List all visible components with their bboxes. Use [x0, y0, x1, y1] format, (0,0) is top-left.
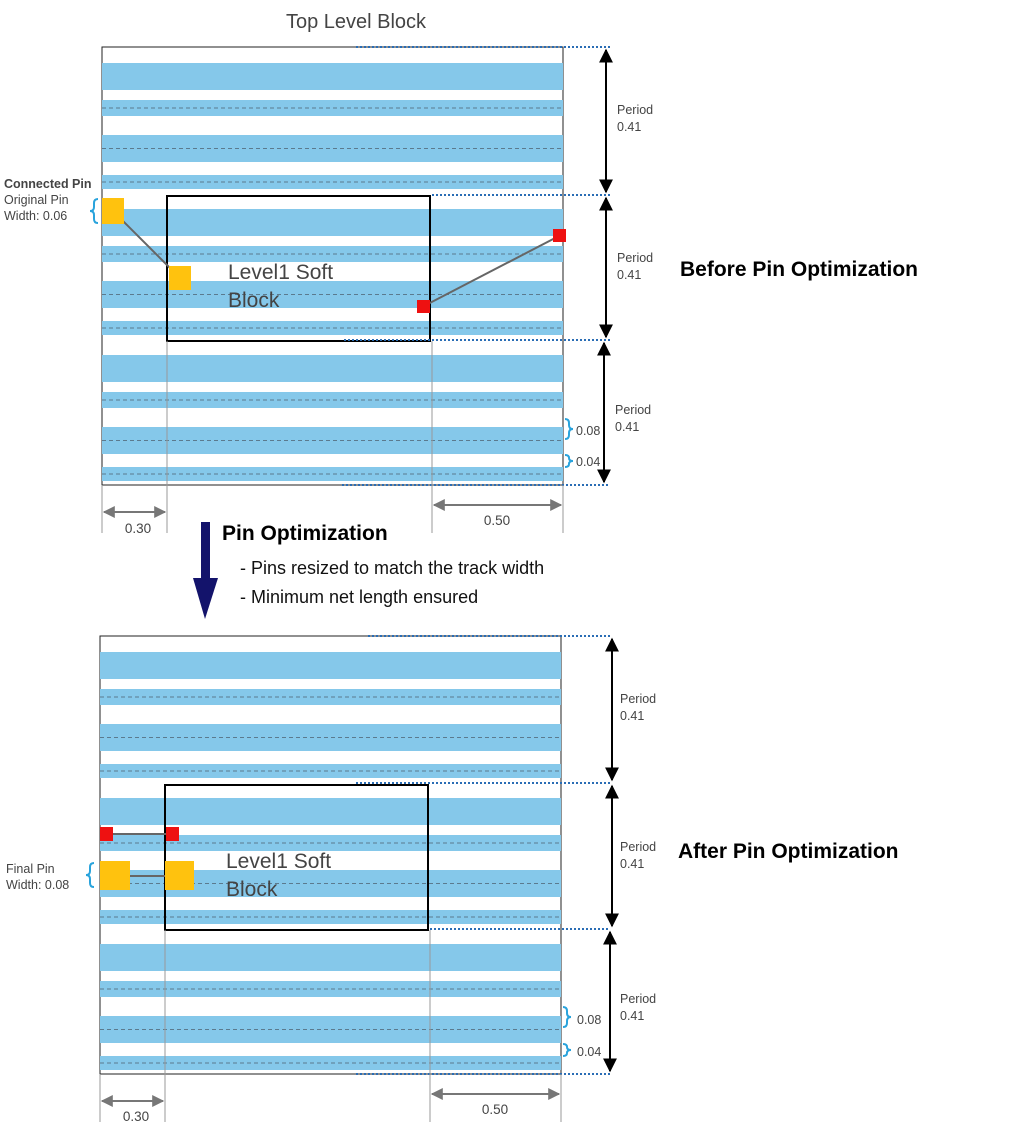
- soft-block-pin: [165, 861, 194, 890]
- track-width-brace: [564, 418, 574, 440]
- track-width-label-narrow: 0.04: [577, 1045, 601, 1059]
- routing-track: [100, 1016, 561, 1043]
- dimension-label-right: 0.50: [484, 513, 510, 528]
- track-width-label-narrow: 0.04: [576, 455, 600, 469]
- connected-pin: [553, 229, 566, 242]
- dimension-label-left: 0.30: [125, 521, 151, 536]
- dimension-label-right: 0.50: [482, 1102, 508, 1117]
- period-label-word: Period: [617, 103, 653, 117]
- track-width-brace: [564, 454, 574, 468]
- routing-track: [102, 209, 563, 236]
- routing-track: [102, 392, 563, 408]
- pin-width-label-line2: Width: 0.06: [4, 209, 67, 223]
- routing-track: [100, 652, 561, 679]
- pin-width-label-line1: Original Pin: [4, 193, 69, 207]
- after-panel: Level1 Soft Block Final Pin Width: 0.08 …: [6, 635, 899, 1124]
- period-label-word: Period: [615, 403, 651, 417]
- routing-track: [100, 1056, 561, 1070]
- after-heading: After Pin Optimization: [678, 840, 899, 863]
- routing-track: [100, 944, 561, 971]
- routing-track: [102, 321, 563, 335]
- routing-track: [102, 175, 563, 189]
- period-label-word: Period: [620, 692, 656, 706]
- pin-width-label-line1: Final Pin: [6, 862, 55, 876]
- net-wire: [112, 210, 181, 279]
- track-width-brace: [562, 1043, 572, 1057]
- pin-width-label-line2: Width: 0.08: [6, 878, 69, 892]
- period-label-value: 0.41: [615, 420, 639, 434]
- step-bullet: - Minimum net length ensured: [240, 587, 478, 607]
- period-label-value: 0.41: [617, 120, 641, 134]
- top-level-block-frame: [99, 635, 562, 1075]
- period-label-word: Period: [617, 251, 653, 265]
- routing-track: [100, 910, 561, 924]
- soft-block-label-line1: Level1 Soft: [226, 850, 331, 873]
- soft-block-label-line1: Level1 Soft: [228, 261, 333, 284]
- connected-pin: [100, 861, 130, 890]
- soft-block-outline: [166, 195, 431, 342]
- period-label-value: 0.41: [617, 268, 641, 282]
- routing-track: [102, 355, 563, 382]
- pin-width-brace: [85, 862, 95, 888]
- optimization-step: Pin Optimization - Pins resized to match…: [193, 522, 544, 619]
- before-panel: Level1 Soft Block Connected Pin Original…: [4, 46, 918, 536]
- period-label-value: 0.41: [620, 857, 644, 871]
- routing-track: [100, 835, 561, 851]
- track-width-label-wide: 0.08: [577, 1013, 601, 1027]
- period-label-word: Period: [620, 840, 656, 854]
- period-label-value: 0.41: [620, 709, 644, 723]
- routing-tracks: [100, 652, 561, 1070]
- pin-width-brace: [89, 198, 99, 224]
- routing-track: [100, 981, 561, 997]
- down-arrow-icon: [201, 522, 210, 582]
- step-bullet: - Pins resized to match the track width: [240, 558, 544, 578]
- soft-block-pin: [169, 266, 191, 290]
- period-label-word: Period: [620, 992, 656, 1006]
- net-wire: [423, 235, 560, 307]
- soft-block-pin: [417, 300, 430, 313]
- track-width-brace: [562, 1006, 572, 1028]
- routing-track: [102, 63, 563, 90]
- soft-block-label-line2: Block: [228, 289, 280, 312]
- routing-track: [100, 724, 561, 751]
- soft-block-pin: [166, 827, 179, 841]
- routing-track: [102, 246, 563, 262]
- routing-track: [102, 100, 563, 116]
- connected-pin-label: Connected Pin: [4, 177, 92, 191]
- routing-tracks: [102, 63, 563, 481]
- soft-block-label-line2: Block: [226, 878, 278, 901]
- routing-track: [100, 798, 561, 825]
- routing-track: [102, 467, 563, 481]
- step-title: Pin Optimization: [222, 522, 388, 545]
- period-label-value: 0.41: [620, 1009, 644, 1023]
- down-arrow-icon: [193, 578, 218, 619]
- routing-track: [100, 689, 561, 705]
- soft-block-outline: [164, 784, 429, 931]
- dimension-label-left: 0.30: [123, 1109, 149, 1124]
- connected-pin: [102, 198, 124, 224]
- diagram-title: Top Level Block: [286, 11, 427, 33]
- routing-track: [102, 427, 563, 454]
- before-heading: Before Pin Optimization: [680, 258, 918, 281]
- routing-track: [102, 135, 563, 162]
- routing-track: [100, 764, 561, 778]
- track-width-label-wide: 0.08: [576, 424, 600, 438]
- connected-pin: [100, 827, 113, 841]
